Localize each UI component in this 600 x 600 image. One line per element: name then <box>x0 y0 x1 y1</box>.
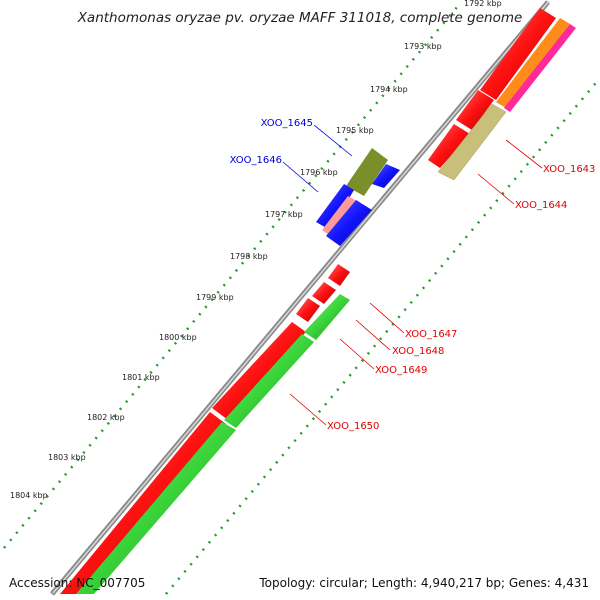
gene-XOO_1644[interactable] <box>437 103 507 181</box>
gene-label-leader <box>289 393 327 426</box>
scale-tick-label: 1800 kbp <box>159 333 197 342</box>
gene-XOO_1650[interactable] <box>76 422 236 594</box>
gene-XOO_1648[interactable] <box>312 282 336 304</box>
inner-tick-ring <box>165 77 600 595</box>
gene-XOO_1649[interactable] <box>224 294 350 428</box>
gene-label-leader <box>355 319 391 351</box>
gene-label-XOO_1644[interactable]: XOO_1644 <box>515 200 567 211</box>
gene-label-leader <box>505 139 543 169</box>
gene-labels: XOO_1643 XOO_1644 XOO_1645 XOO_1646 XOO_1647… <box>230 118 596 432</box>
outer-tick-ring <box>3 5 459 549</box>
scale-tick-label: 1796 kbp <box>300 168 338 177</box>
scale-tick-label: 1795 kbp <box>336 126 374 135</box>
scale-tick-label: 1799 kbp <box>196 293 234 302</box>
gene-label-XOO_1643[interactable]: XOO_1643 <box>543 164 595 175</box>
scale-tick-label: 1803 kbp <box>48 453 86 462</box>
gene-label-leader <box>339 338 375 370</box>
gene-label-leader <box>369 302 405 334</box>
gene-XOO_1643-magenta-segment <box>504 24 576 112</box>
scale-tick-label: 1801 kbp <box>122 373 160 382</box>
scale-ticks: 1792 kbp 1793 kbp 1794 kbp 1795 kbp 1796 kbp… <box>10 0 502 500</box>
scale-tick-label: 1794 kbp <box>370 85 408 94</box>
gene-label-XOO_1649[interactable]: XOO_1649 <box>375 365 427 376</box>
scale-tick-label: 1792 kbp <box>464 0 502 8</box>
gene-label-XOO_1645[interactable]: XOO_1645 <box>261 118 313 129</box>
gene-label-XOO_1648[interactable]: XOO_1648 <box>392 346 444 357</box>
gene-XOO_1643[interactable] <box>428 8 556 168</box>
scale-tick-label: 1802 kbp <box>87 413 125 422</box>
gene-label-leader <box>313 124 353 157</box>
genome-title: Xanthomonas oryzae pv. oryzae MAFF 31101… <box>77 10 523 26</box>
accession-text: Accession: NC_007705 <box>9 576 146 590</box>
gene-label-leader <box>477 173 515 205</box>
scale-tick-label: 1798 kbp <box>230 252 268 261</box>
gene-label-leader <box>282 161 319 193</box>
scale-tick-label: 1797 kbp <box>265 210 303 219</box>
gene-XOO_1643-orange-segment <box>496 18 570 108</box>
topology-summary: Topology: circular; Length: 4,940,217 bp… <box>259 576 589 590</box>
gene-XOO_1647[interactable] <box>328 264 350 286</box>
gene-red-long[interactable] <box>60 298 320 594</box>
scale-tick-label: 1804 kbp <box>10 491 48 500</box>
gene-XOO_1645[interactable] <box>346 148 388 196</box>
scale-tick-label: 1793 kbp <box>404 42 442 51</box>
gene-XOO_1646[interactable] <box>316 164 400 246</box>
backbone-highlight <box>52 0 550 594</box>
gene-label-XOO_1646[interactable]: XOO_1646 <box>230 155 282 166</box>
gene-label-XOO_1650[interactable]: XOO_1650 <box>327 421 379 432</box>
gene-label-XOO_1647[interactable]: XOO_1647 <box>405 329 457 340</box>
